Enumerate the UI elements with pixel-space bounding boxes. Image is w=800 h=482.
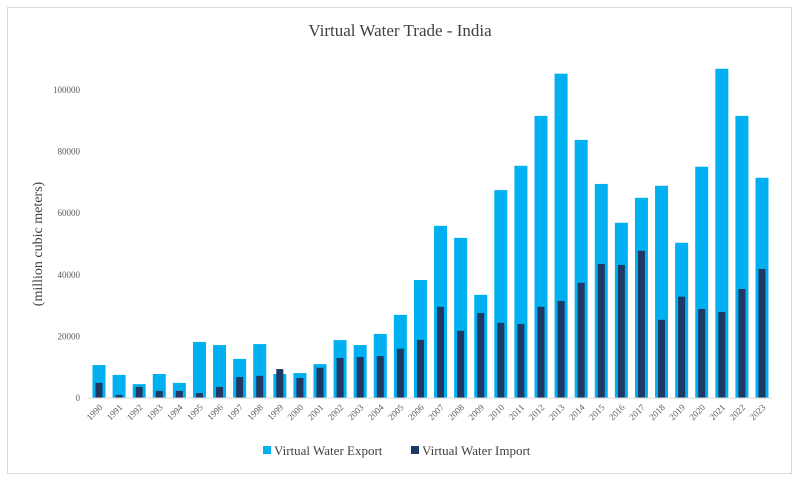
x-tick-label: 2019 <box>667 402 687 422</box>
bar-import-2020 <box>698 308 706 398</box>
bar-import-1999 <box>276 369 284 398</box>
bar-import-1992 <box>135 386 143 398</box>
bar-import-2003 <box>356 357 364 398</box>
bar-import-2002 <box>336 357 344 398</box>
x-tick-label: 2017 <box>627 402 647 422</box>
bar-import-2005 <box>396 348 404 398</box>
x-tick-label: 2022 <box>728 402 748 422</box>
bar-import-2009 <box>477 312 485 398</box>
x-tick-label: 2004 <box>366 402 386 422</box>
bar-import-2018 <box>658 319 666 398</box>
legend: Virtual Water Export Virtual Water Impor… <box>263 443 531 458</box>
bar-import-2000 <box>296 377 304 398</box>
bar-import-1993 <box>155 390 163 398</box>
x-tick-label: 2011 <box>507 402 527 422</box>
y-tick-label: 20000 <box>58 331 81 341</box>
x-tick-label: 1998 <box>245 402 265 422</box>
x-tick-label: 2023 <box>748 402 768 422</box>
legend-swatch-import <box>411 446 419 454</box>
bar-import-2021 <box>718 312 726 398</box>
bar-import-1996 <box>216 386 224 398</box>
x-tick-label: 2010 <box>486 402 506 422</box>
x-tick-label: 2002 <box>326 402 346 422</box>
x-tick-label: 2001 <box>306 402 326 422</box>
x-tick-label: 2014 <box>567 402 587 422</box>
x-tick-label: 1999 <box>265 402 285 422</box>
bar-export-1995 <box>192 341 206 398</box>
x-tick-label: 2009 <box>466 402 486 422</box>
bar-import-1991 <box>115 394 123 398</box>
chart-frame <box>7 7 792 474</box>
y-tick-label: 60000 <box>58 208 81 218</box>
bar-import-1997 <box>236 377 244 398</box>
x-tick-label: 1995 <box>185 402 205 422</box>
bar-import-2022 <box>738 288 746 398</box>
chart-title: Virtual Water Trade - India <box>308 21 492 40</box>
bar-import-2013 <box>557 300 565 398</box>
y-tick-label: 80000 <box>58 147 81 157</box>
bar-import-2016 <box>617 264 625 398</box>
bar-import-1998 <box>256 375 264 398</box>
bar-import-1990 <box>95 382 103 398</box>
y-tick-label: 0 <box>76 393 81 403</box>
y-tick-label: 100000 <box>53 85 81 95</box>
bar-import-2019 <box>678 296 686 398</box>
x-tick-label: 2000 <box>286 402 306 422</box>
bar-import-2010 <box>497 322 505 398</box>
legend-label-export: Virtual Water Export <box>274 443 383 458</box>
x-tick-label: 2007 <box>426 402 446 422</box>
x-tick-label: 1997 <box>225 402 245 422</box>
bar-import-1995 <box>195 393 203 398</box>
x-tick-label: 2021 <box>707 402 727 422</box>
y-tick-label: 40000 <box>58 270 81 280</box>
bar-import-2001 <box>316 367 324 398</box>
x-tick-label: 2006 <box>406 402 426 422</box>
x-tick-label: 2005 <box>386 402 406 422</box>
x-tick-label: 2003 <box>346 402 366 422</box>
x-tick-label: 1992 <box>125 402 145 422</box>
bar-import-2017 <box>637 250 645 398</box>
bar-import-2014 <box>577 282 585 398</box>
y-axis-label: (million cubic meters) <box>31 181 46 306</box>
x-tick-label: 2008 <box>446 402 466 422</box>
bar-export-1996 <box>213 345 227 398</box>
x-tick-label: 2013 <box>547 402 567 422</box>
bar-import-2008 <box>457 330 465 398</box>
x-tick-label: 1991 <box>105 402 125 422</box>
x-tick-label: 2015 <box>587 402 607 422</box>
legend-label-import: Virtual Water Import <box>422 443 531 458</box>
x-tick-label: 2012 <box>527 402 547 422</box>
x-tick-label: 1993 <box>145 402 165 422</box>
bar-import-2015 <box>597 264 605 398</box>
bar-import-2006 <box>416 339 424 398</box>
x-tick-label: 2016 <box>607 402 627 422</box>
x-tick-label: 1990 <box>85 402 105 422</box>
bar-import-2011 <box>517 324 525 398</box>
bar-import-2007 <box>437 306 445 398</box>
bar-import-2004 <box>376 356 384 398</box>
x-tick-label: 2020 <box>687 402 707 422</box>
bar-import-1994 <box>175 390 183 398</box>
x-tick-label: 1994 <box>165 402 185 422</box>
bar-export-1991 <box>112 374 126 398</box>
x-tick-label: 2018 <box>647 402 667 422</box>
legend-swatch-export <box>263 446 271 454</box>
bar-import-2012 <box>537 306 545 398</box>
bar-import-2023 <box>758 268 766 398</box>
x-tick-label: 1996 <box>205 402 225 422</box>
